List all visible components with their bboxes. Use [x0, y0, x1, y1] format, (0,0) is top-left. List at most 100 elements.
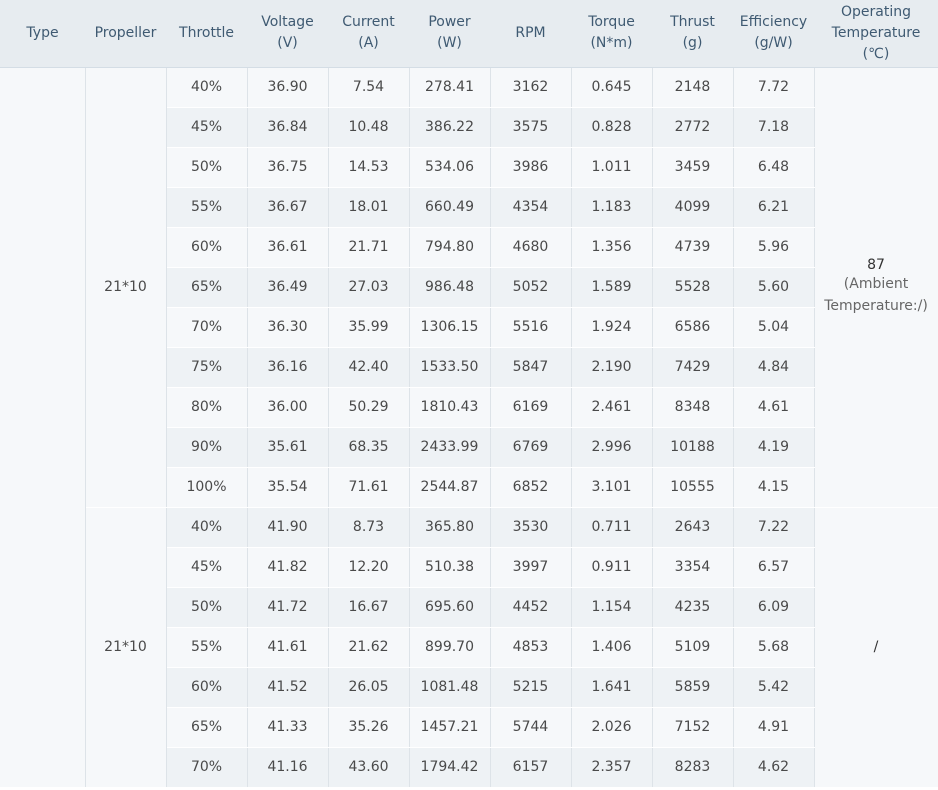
column-header-thrust: Thrust (g)	[652, 0, 733, 68]
table-cell: 1.356	[571, 227, 653, 268]
table-cell: 386.22	[409, 107, 491, 148]
table-cell: 55%	[166, 187, 248, 228]
table-cell: 365.80	[409, 506, 491, 548]
column-header-text: Temperature	[831, 24, 921, 41]
column-header-text: (g)	[682, 35, 703, 52]
table-cell: 14.53	[328, 147, 410, 188]
table-row: 75% 36.16 42.40 1533.50 5847 2.190 7429 4.84	[0, 347, 938, 388]
table-cell: 794.80	[409, 227, 491, 268]
table-cell: 4.62	[733, 747, 815, 788]
table-cell: 4099	[652, 187, 734, 228]
table-cell: 6.21	[733, 187, 815, 228]
table-cell: 695.60	[409, 587, 491, 628]
table-cell: 3459	[652, 147, 734, 188]
table-cell: 45%	[166, 547, 248, 588]
table-cell: 5744	[490, 707, 572, 748]
table-cell: 6.57	[733, 547, 815, 588]
table-row: 55% 36.67 18.01 660.49 4354 1.183 4099 6.21	[0, 187, 938, 228]
table-cell: 12.20	[328, 547, 410, 588]
table-cell: 4452	[490, 587, 572, 628]
table-cell: 90%	[166, 427, 248, 468]
table-cell: 5052	[490, 267, 572, 308]
table-cell: 35.61	[247, 427, 329, 468]
table-cell: 36.67	[247, 187, 329, 228]
table-cell: 60%	[166, 667, 248, 708]
table-cell: 5215	[490, 667, 572, 708]
column-header-text: (N*m)	[590, 35, 633, 52]
table-cell: 7429	[652, 347, 734, 388]
column-header-throttle: Throttle	[166, 0, 247, 68]
table-row: 55% 41.61 21.62 899.70 4853 1.406 5109 5.68	[0, 627, 938, 668]
table-cell: 5.42	[733, 667, 815, 708]
table-cell: 10555	[652, 467, 734, 508]
table-cell: 36.61	[247, 227, 329, 268]
table-cell: 2433.99	[409, 427, 491, 468]
table-cell: 36.30	[247, 307, 329, 348]
table-header: Type Propeller Throttle Voltage (V) Current (A…	[0, 0, 938, 68]
table-cell: 4235	[652, 587, 734, 628]
table-row: 90% 35.61 68.35 2433.99 6769 2.996 10188 4.19	[0, 427, 938, 468]
table-cell: 1810.43	[409, 387, 491, 428]
table-row: 50% 36.75 14.53 534.06 3986 1.011 3459 6.48	[0, 147, 938, 188]
table-cell: 3575	[490, 107, 572, 148]
table-cell: 10.48	[328, 107, 410, 148]
table-cell: 7.22	[733, 506, 815, 548]
table-cell: 50%	[166, 587, 248, 628]
table-cell: 7.54	[328, 67, 410, 108]
table-cell: 0.645	[571, 67, 653, 108]
table-cell: 26.05	[328, 667, 410, 708]
column-header-text: Current	[342, 14, 395, 31]
table-cell: 41.16	[247, 747, 329, 788]
table-cell: 100%	[166, 467, 248, 508]
column-header-propeller: Propeller	[85, 0, 166, 68]
table-cell: 6852	[490, 467, 572, 508]
table-cell: 36.16	[247, 347, 329, 388]
table-cell: 41.33	[247, 707, 329, 748]
table-row: 70% 36.30 35.99 1306.15 5516 1.924 6586 5.04	[0, 307, 938, 348]
table-cell: 43.60	[328, 747, 410, 788]
table-row: 70% 41.16 43.60 1794.42 6157 2.357 8283 4.62	[0, 747, 938, 788]
table-cell: 68.35	[328, 427, 410, 468]
table-row: 50% 41.72 16.67 695.60 4452 1.154 4235 6.09	[0, 587, 938, 628]
column-header-efficiency: Efficiency (g/W)	[733, 0, 814, 68]
table-cell: 510.38	[409, 547, 491, 588]
table-cell: 986.48	[409, 267, 491, 308]
column-header-voltage: Voltage (V)	[247, 0, 328, 68]
table-cell: 4.61	[733, 387, 815, 428]
table-cell: 0.711	[571, 506, 653, 548]
column-header-text: Propeller	[94, 24, 157, 41]
temperature-cell: /	[814, 506, 938, 788]
table-cell: 42.40	[328, 347, 410, 388]
table-cell: 1.924	[571, 307, 653, 348]
table-cell: 35.54	[247, 467, 329, 508]
column-header-operating-temperature: Operating Temperature (℃)	[814, 0, 938, 68]
table-cell: 534.06	[409, 147, 491, 188]
table-row: 45% 36.84 10.48 386.22 3575 0.828 2772 7.18	[0, 107, 938, 148]
table-cell: 660.49	[409, 187, 491, 228]
table-cell: 7.18	[733, 107, 815, 148]
column-header-current: Current (A)	[328, 0, 409, 68]
table-cell: 5847	[490, 347, 572, 388]
column-header-rpm: RPM	[490, 0, 571, 68]
column-header-text: Power	[428, 14, 471, 31]
column-header-text: (W)	[437, 35, 462, 52]
table-cell: 4354	[490, 187, 572, 228]
table-cell: 2.190	[571, 347, 653, 388]
table-cell: 18.01	[328, 187, 410, 228]
table-cell: 5109	[652, 627, 734, 668]
table-cell: 1457.21	[409, 707, 491, 748]
table-cell: 80%	[166, 387, 248, 428]
table-cell: 3354	[652, 547, 734, 588]
column-header-type: Type	[0, 0, 85, 68]
table-cell: 8.73	[328, 506, 410, 548]
column-header-text: Torque	[588, 14, 635, 31]
temperature-value: 87	[867, 257, 885, 273]
table-cell: 2.996	[571, 427, 653, 468]
table-row: 60% 36.61 21.71 794.80 4680 1.356 4739 5.96	[0, 227, 938, 268]
table-cell: 3986	[490, 147, 572, 188]
table-cell: 8348	[652, 387, 734, 428]
table-cell: 16.67	[328, 587, 410, 628]
table-cell: 2772	[652, 107, 734, 148]
temperature-cell: 87 (Ambient Temperature:/)	[814, 67, 938, 508]
table-cell: 0.911	[571, 547, 653, 588]
